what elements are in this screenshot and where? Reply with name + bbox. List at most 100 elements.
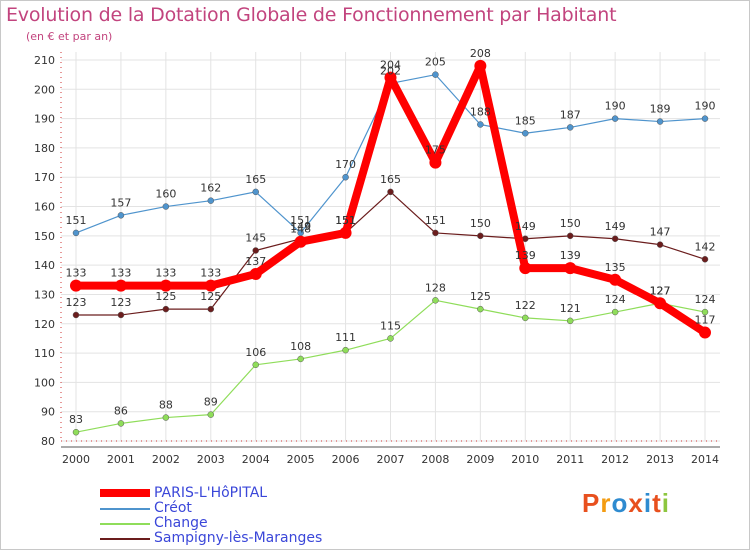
data-label: 189 — [650, 103, 671, 116]
data-label: 165 — [380, 173, 401, 186]
y-tick-label: 210 — [34, 54, 55, 67]
data-label: 175 — [425, 144, 446, 157]
data-label: 127 — [650, 284, 671, 297]
data-point — [117, 420, 125, 427]
data-label: 139 — [515, 249, 536, 262]
data-label: 151 — [425, 214, 446, 227]
data-label: 111 — [335, 331, 356, 344]
data-point — [339, 226, 352, 239]
data-label: 133 — [66, 267, 87, 280]
data-point — [204, 279, 217, 292]
data-point — [72, 428, 80, 436]
data-point — [564, 262, 577, 275]
data-label: 151 — [290, 214, 311, 227]
data-point — [72, 229, 80, 237]
data-label: 142 — [695, 240, 716, 253]
data-point — [477, 121, 484, 128]
data-label: 133 — [200, 267, 221, 280]
data-label: 117 — [695, 314, 716, 327]
data-label: 83 — [69, 413, 83, 426]
data-point — [114, 279, 127, 292]
logo-letter: i — [661, 488, 670, 518]
data-point — [432, 297, 439, 304]
legend-label: Change — [154, 515, 208, 531]
y-tick-label: 90 — [41, 406, 55, 419]
data-label: 151 — [66, 214, 87, 227]
data-point — [207, 411, 215, 418]
legend-label: Créot — [154, 500, 192, 516]
data-point — [699, 326, 711, 339]
data-label: 157 — [110, 196, 131, 209]
y-tick-label: 140 — [34, 259, 55, 272]
legend-swatch — [100, 508, 150, 510]
data-point — [342, 173, 349, 181]
x-tick-label: 2004 — [242, 453, 270, 466]
data-point — [159, 279, 172, 292]
data-label: 185 — [515, 114, 536, 127]
data-label: 190 — [695, 100, 716, 113]
data-point — [72, 311, 80, 319]
data-label: 204 — [380, 59, 401, 72]
data-point — [342, 346, 349, 354]
data-point — [384, 71, 397, 84]
data-point — [566, 317, 574, 325]
x-tick-label: 2011 — [556, 453, 584, 466]
data-label: 133 — [110, 267, 131, 280]
data-label: 127 — [650, 284, 671, 297]
data-point — [162, 414, 170, 421]
data-point — [162, 203, 170, 210]
y-tick-label: 150 — [34, 230, 55, 243]
y-tick-label: 120 — [34, 318, 55, 331]
data-point — [654, 297, 667, 310]
x-tick-label: 2006 — [332, 453, 360, 466]
data-label: 125 — [155, 290, 176, 303]
proxiti-logo: Proxiti — [582, 488, 670, 519]
data-point — [609, 273, 622, 286]
data-label: 139 — [560, 249, 581, 262]
data-label: 205 — [425, 56, 446, 69]
x-tick-label: 2008 — [421, 453, 449, 466]
data-label: 165 — [245, 173, 266, 186]
data-label: 89 — [204, 396, 218, 409]
legend-label: PARIS-L'HôPITAL — [154, 485, 268, 501]
data-point — [701, 308, 709, 316]
data-point — [522, 314, 529, 322]
x-tick-label: 2009 — [466, 453, 494, 466]
data-point — [477, 305, 484, 313]
x-tick-label: 2001 — [107, 453, 135, 466]
data-point — [566, 232, 574, 240]
x-tick-label: 2000 — [62, 453, 90, 466]
y-tick-label: 160 — [34, 201, 55, 214]
data-point — [519, 262, 532, 275]
x-tick-label: 2003 — [197, 453, 225, 466]
data-label: 108 — [290, 340, 311, 353]
data-label: 208 — [470, 47, 491, 60]
data-point — [432, 229, 439, 237]
data-label: 148 — [290, 223, 311, 236]
x-tick-label: 2007 — [377, 453, 405, 466]
data-point — [117, 311, 125, 319]
data-label: 150 — [560, 217, 581, 230]
x-tick-label: 2012 — [601, 453, 629, 466]
data-point — [207, 305, 215, 313]
data-point — [611, 115, 619, 122]
legend-swatch — [100, 538, 150, 540]
data-point — [566, 124, 574, 131]
logo-letter: t — [652, 488, 662, 518]
data-label: 145 — [245, 232, 266, 245]
data-point — [387, 335, 394, 342]
data-point — [477, 232, 484, 240]
data-label: 124 — [695, 293, 716, 306]
data-point — [701, 115, 709, 122]
data-label: 147 — [650, 226, 671, 239]
data-point — [522, 130, 529, 137]
data-point — [474, 59, 487, 72]
data-label: 151 — [335, 214, 356, 227]
data-point — [429, 156, 442, 169]
data-point — [656, 241, 664, 248]
data-point — [249, 267, 262, 280]
data-point — [162, 305, 170, 313]
data-label: 170 — [335, 158, 356, 171]
y-tick-label: 110 — [34, 347, 55, 360]
